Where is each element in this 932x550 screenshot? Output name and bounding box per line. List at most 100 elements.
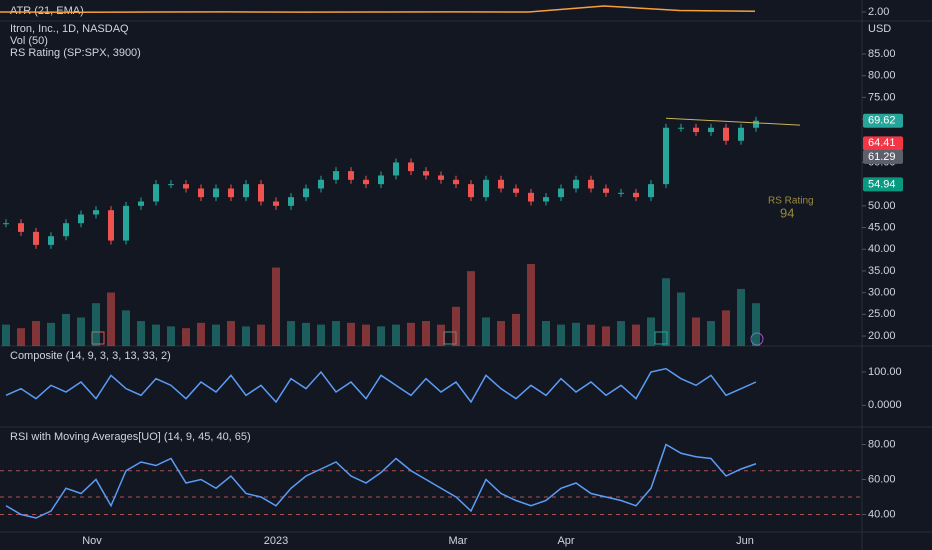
volume-bar [362,324,370,346]
volume-bar [392,324,400,346]
line [5,443,757,519]
candle [438,175,444,180]
price-label-box [863,177,903,192]
candle [588,179,594,189]
volume-bar [377,326,385,346]
volume-bar [467,271,475,346]
volume-bar [197,322,205,346]
volume-bar [182,328,190,346]
volume-bar [107,292,115,346]
volume-bar [602,326,610,346]
candle [558,188,564,198]
y-tick-label: 40.00 [868,243,896,255]
volume-bar [617,321,625,346]
candle [633,192,639,198]
candle [708,127,714,133]
volume-bar [482,317,490,346]
y-tick-label: 60.00 [868,473,896,485]
candle [108,210,114,241]
volume-bar [212,324,220,346]
legend: Vol (50) [10,35,48,47]
candle [78,214,84,224]
candle [258,184,264,202]
volume-bar [287,321,295,346]
volume-bar [317,324,325,346]
volume-bar [77,317,85,346]
volume-bar [572,322,580,346]
candle [663,127,669,185]
candle [453,179,459,185]
volume-bar [677,292,685,346]
volume-bar [557,324,565,346]
y-tick-label: 35.00 [868,265,896,277]
y-tick-label: 100.00 [868,366,902,378]
price-label: 64.41 [868,137,896,149]
volume-bar [47,322,55,346]
candle [738,127,744,141]
y-tick-label: 2.00 [868,6,889,18]
volume-bar [662,278,670,346]
candle [123,205,129,241]
line [5,367,757,404]
volume-bar [92,303,100,346]
candle [138,201,144,206]
candle [468,184,474,198]
candle [603,188,609,193]
volume-bar [257,324,265,346]
candle [198,188,204,198]
candle [228,188,234,198]
volume-bar [737,288,745,346]
candle [183,184,189,189]
volume-bar [167,326,175,346]
candle [273,201,279,206]
y-tick-label: 85.00 [868,48,896,60]
volume-bar [527,264,535,346]
volume-bar [2,324,10,346]
candle [528,192,534,202]
volume-bar [452,306,460,346]
annotation: 94 [780,205,794,220]
candle [3,223,9,225]
price-label: 54.94 [868,178,896,190]
candle [93,210,99,215]
candle [348,171,354,180]
candle [153,184,159,202]
volume-bar [647,317,655,346]
y-tick-label: 30.00 [868,287,896,299]
legend: RS Rating (SP:SPX, 3900) [10,47,141,59]
candle [423,171,429,176]
price-label-box [863,136,903,151]
volume-bar [422,321,430,346]
line [0,5,756,14]
volume-bar [587,324,595,346]
volume-bar [332,321,340,346]
volume-bar [347,322,355,346]
annotation: RS Rating [768,196,814,207]
candle [483,179,489,198]
volume-bar [32,321,40,346]
candle [693,127,699,133]
y-tick-label: 75.00 [868,91,896,103]
candle [543,197,549,202]
volume-bar [242,326,250,346]
candle [678,127,684,129]
price-label-box [863,113,903,128]
candle [648,184,654,198]
price-label: 69.62 [868,115,896,127]
volume-bar [692,317,700,346]
candle [168,184,174,186]
candle [723,127,729,141]
volume-bar [227,321,235,346]
candle [318,179,324,189]
legend: RSI with Moving Averages[UO] (14, 9, 45,… [10,431,251,443]
volume-bar [542,321,550,346]
legend: ATR (21, EMA) [10,5,84,17]
y-tick-label: 40.00 [868,508,896,520]
candle [333,171,339,180]
candle [618,192,624,194]
volume-bar [512,313,520,346]
y-tick-label: 80.00 [868,438,896,450]
y-tick-label: 50.00 [868,200,896,212]
candle [213,188,219,198]
candle [243,184,249,198]
